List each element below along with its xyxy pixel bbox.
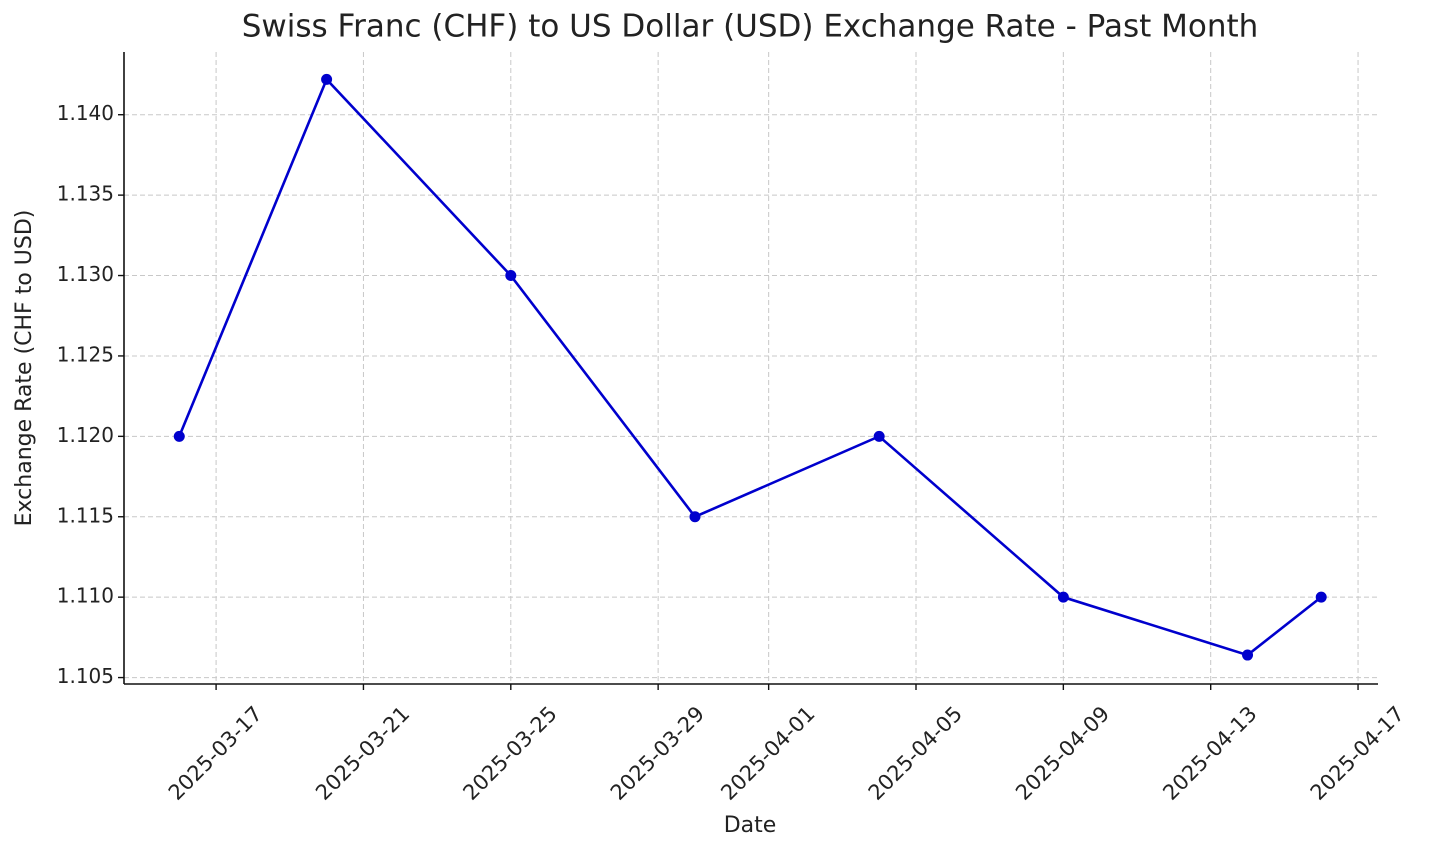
y-tick-label: 1.105 <box>57 664 114 688</box>
y-tick-label: 1.130 <box>57 262 114 286</box>
chart-title: Swiss Franc (CHF) to US Dollar (USD) Exc… <box>242 9 1259 45</box>
x-tick-label: 2025-04-09 <box>1011 702 1114 805</box>
x-tick-label: 2025-04-17 <box>1306 702 1409 805</box>
data-line <box>178 76 1323 657</box>
y-tick-label: 1.135 <box>57 182 114 206</box>
y-tick-label: 1.125 <box>57 342 114 366</box>
y-tick-label: 1.115 <box>57 503 114 527</box>
y-tick-label: 1.110 <box>57 584 114 608</box>
y-tick-label: 1.140 <box>57 101 114 125</box>
x-tick-label: 2025-04-01 <box>716 702 819 805</box>
data-point <box>873 430 885 442</box>
data-point <box>1057 591 1069 603</box>
y-tick-label: 1.120 <box>57 423 114 447</box>
x-tick-label: 2025-03-29 <box>606 702 709 805</box>
x-tick-label: 2025-04-13 <box>1158 702 1261 805</box>
x-tick-label: 2025-03-21 <box>311 702 414 805</box>
x-tick-label: 2025-04-05 <box>864 702 967 805</box>
y-axis-label: Exchange Rate (CHF to USD) <box>12 210 37 527</box>
x-tick-label: 2025-03-25 <box>458 702 561 805</box>
data-point <box>321 73 333 85</box>
data-point <box>689 511 701 523</box>
x-tick-label: 2025-03-17 <box>164 702 267 805</box>
data-point <box>173 430 185 442</box>
data-point <box>1242 649 1254 661</box>
data-point <box>505 270 517 282</box>
x-axis-label: Date <box>724 813 777 838</box>
data-point <box>1315 591 1327 603</box>
